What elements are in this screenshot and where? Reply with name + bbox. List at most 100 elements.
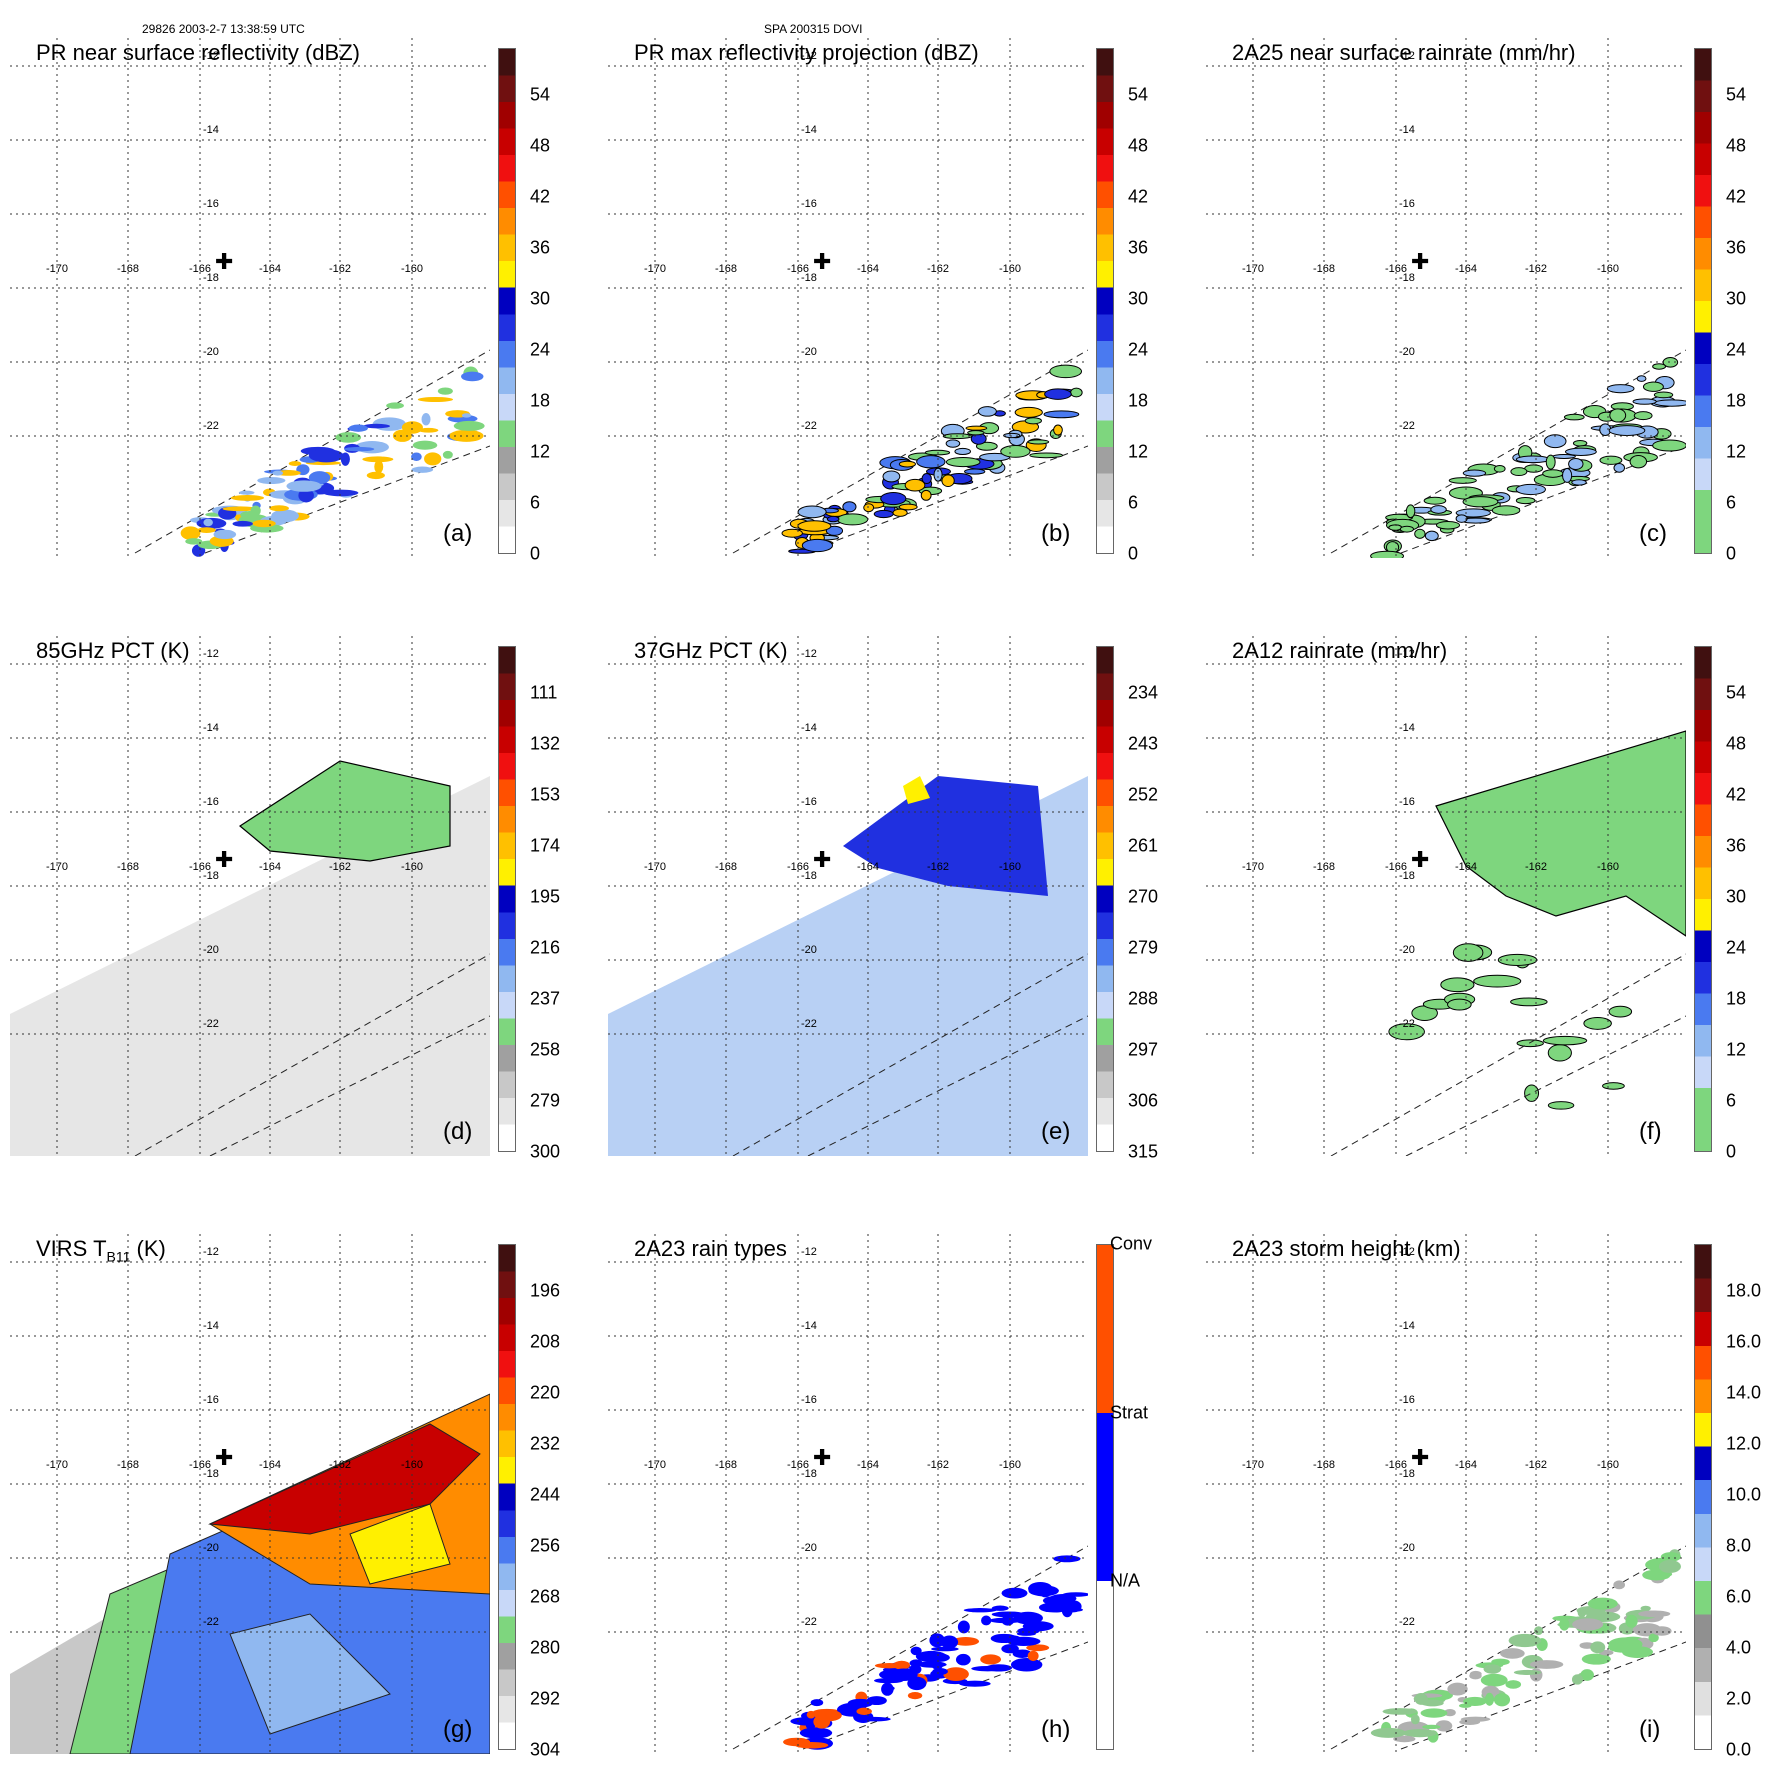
colorbar-tick-label: 244: [530, 1484, 561, 1505]
echo-cell: [952, 1636, 980, 1646]
colorbar-tick-label: 258: [530, 1039, 561, 1060]
echo-cell: [1529, 1660, 1564, 1669]
echo-cell: [374, 460, 384, 474]
latitude-label: -22: [801, 1616, 817, 1628]
brightness-temperature-region: [349, 1503, 451, 1585]
colorbar: [1694, 1244, 1712, 1750]
colorbar-tick-label: 315: [1128, 1141, 1159, 1162]
echo-cell: [197, 527, 216, 533]
panel-letter-label: (g): [443, 1716, 473, 1743]
echo-cell: [847, 1698, 873, 1708]
latitude-label: -20: [801, 346, 817, 358]
echo-cell: [1459, 1719, 1481, 1725]
map-plot: [1206, 38, 1686, 558]
echo-cell: [1448, 477, 1477, 484]
echo-cell: [1430, 505, 1447, 514]
echo-cell: [1405, 504, 1416, 519]
echo-cell: [797, 505, 827, 519]
pr-swath-edge-line: [807, 1015, 1088, 1156]
echo-cell: [238, 490, 255, 495]
latitude-label: -12: [801, 648, 817, 660]
colorbar-tick-label: 300: [530, 1141, 561, 1162]
colorbar-tick-label: 261: [1128, 835, 1159, 856]
longitude-label: -166: [786, 1459, 810, 1471]
echo-cell: [1029, 452, 1064, 459]
echo-cell: [1012, 1649, 1033, 1658]
colorbar-tick-label: 234: [1128, 682, 1159, 703]
latitude-label: -16: [801, 1394, 817, 1406]
echo-cell: [1559, 1618, 1570, 1631]
colorbar-tick-label: 268: [530, 1586, 561, 1607]
colorbar-tick-label: 279: [1128, 937, 1159, 958]
echo-cell: [964, 468, 986, 475]
longitude-label: -168: [1312, 861, 1336, 873]
panel-letter-label: (f): [1639, 1118, 1662, 1145]
panel-a: -12 -14 -16 -18 -20 -22 -170 -168 -166 -164 -162 -1…: [10, 38, 550, 578]
latitude-label: -18: [801, 870, 817, 882]
rain-area: [1435, 730, 1686, 937]
colorbar-tick-label: 196: [530, 1280, 561, 1301]
panel-letter-label: (d): [443, 1118, 473, 1145]
colorbar-tick-label: 195: [530, 886, 561, 907]
echo-cell: [921, 473, 932, 485]
echo-cell: [1024, 417, 1042, 425]
colorbar-tick-label: 24: [1726, 937, 1747, 958]
rain-cell: [1452, 943, 1484, 962]
longitude-label: -164: [856, 1459, 880, 1471]
echo-cell: [985, 1664, 1013, 1672]
echo-cell: [1571, 479, 1587, 486]
echo-cell: [1542, 469, 1564, 478]
echo-cell: [1435, 1720, 1453, 1732]
rain-cell: [1473, 974, 1522, 988]
colorbar-tick-label: 4.0: [1726, 1637, 1752, 1658]
longitude-label: -162: [926, 861, 950, 873]
echo-cell: [1447, 1682, 1468, 1696]
latitude-label: -14: [801, 722, 817, 734]
echo-cell: [1652, 363, 1667, 370]
panel-f: -12 -14 -16 -18 -20 -22 -170 -168 -166 -164 -162 -1…: [1206, 636, 1746, 1176]
echo-cell: [348, 424, 368, 432]
echo-cell: [335, 432, 362, 443]
longitude-label: -162: [328, 263, 352, 275]
panel-letter-label: (c): [1639, 520, 1667, 547]
longitude-label: -170: [643, 1459, 667, 1471]
echo-cell: [1420, 1699, 1444, 1707]
storm-center-cross-icon: ✚: [1411, 249, 1430, 274]
panel-title: 37GHz PCT (K): [634, 638, 788, 663]
echo-cell: [1491, 505, 1521, 516]
map-plot: [608, 1234, 1088, 1754]
panel-title: PR max reflectivity projection (dBZ): [634, 40, 979, 65]
panel-h: -12 -14 -16 -18 -20 -22 -170 -168 -166 -164 -162 -1…: [608, 1234, 1152, 1774]
echo-cell: [298, 488, 314, 503]
latitude-label: -20: [801, 944, 817, 956]
echo-cell: [980, 1654, 1002, 1665]
echo-cell: [1568, 457, 1584, 471]
panel-b: -12 -14 -16 -18 -20 -22 -170 -168 -166 -164 -162 -1…: [608, 38, 1148, 578]
latitude-label: -18: [801, 1468, 817, 1480]
echo-cell: [1402, 1729, 1437, 1738]
colorbar-tick-label: 216: [530, 937, 561, 958]
echo-cell: [1640, 1605, 1651, 1611]
longitude-label: -164: [856, 861, 880, 873]
colorbar-tick-label: 42: [1726, 784, 1747, 805]
echo-cell: [1515, 455, 1551, 464]
cold-core: [843, 776, 1048, 896]
echo-cell: [1399, 525, 1415, 533]
echo-cell: [916, 455, 946, 469]
echo-cell: [252, 519, 276, 528]
longitude-label: -168: [714, 1459, 738, 1471]
longitude-label: -160: [400, 263, 424, 275]
echo-cell: [898, 503, 918, 511]
echo-cell: [222, 506, 258, 512]
colorbar: [498, 48, 516, 554]
colorbar-tick-label: 48: [1128, 135, 1149, 156]
echo-cell: [1609, 408, 1627, 423]
rain-cell: [1440, 977, 1475, 993]
longitude-label: -164: [258, 1459, 282, 1471]
panel-title-subscript: B11: [106, 1248, 131, 1265]
echo-cell: [1590, 1641, 1606, 1654]
echo-cell: [932, 1668, 948, 1675]
colorbar-tick-label: 54: [1726, 682, 1747, 703]
echo-cell: [1608, 1637, 1643, 1652]
